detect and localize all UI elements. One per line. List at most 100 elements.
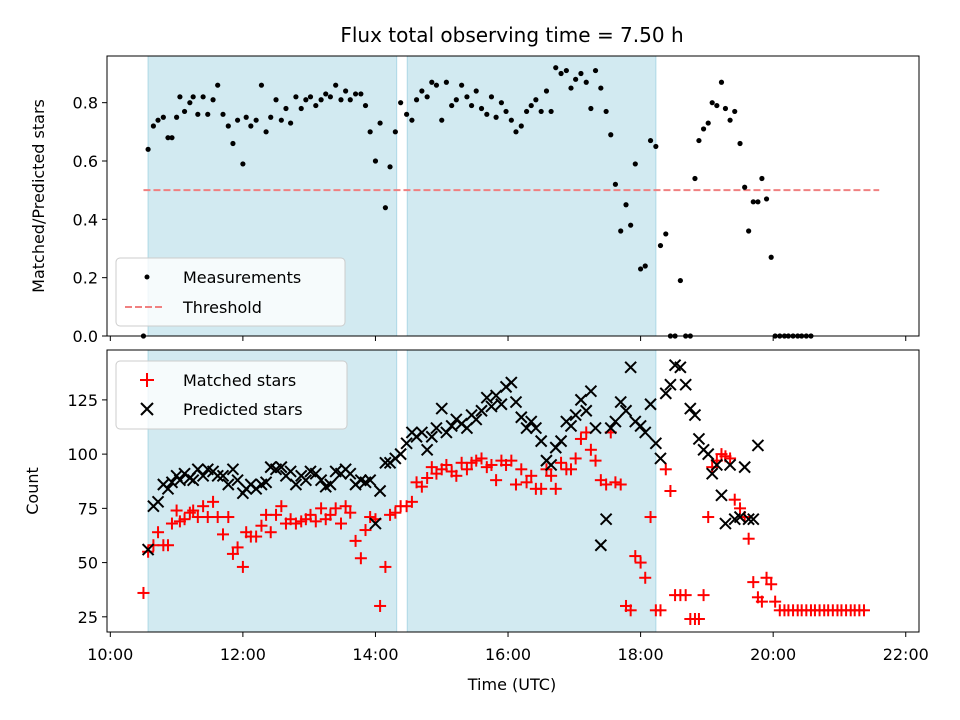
matched-star-point (664, 485, 677, 497)
measurement-point (392, 129, 398, 135)
matched-star-point (421, 471, 434, 484)
measurement-point (234, 117, 241, 123)
measurement-point (433, 82, 440, 88)
measurement-point (638, 266, 644, 272)
matched-star-point (354, 552, 367, 565)
matched-star-point (589, 454, 602, 467)
predicted-star-point (705, 467, 719, 480)
x-tick-label: 12:00 (220, 645, 266, 664)
legend-top: Measurements Threshold (115, 257, 346, 327)
matched-star-point (289, 517, 302, 530)
predicted-star-point (480, 391, 494, 404)
predicted-star-point (344, 467, 357, 480)
measurement-point (150, 123, 156, 129)
predicted-star-point (509, 395, 523, 409)
matched-star-point (236, 560, 249, 573)
measurement-point (409, 117, 415, 123)
predicted-star-point (373, 484, 387, 498)
measurement-point (387, 164, 393, 170)
measurement-point (220, 111, 226, 117)
predicted-star-point (580, 404, 593, 417)
measurement-point (258, 82, 265, 88)
measurement-point (746, 228, 752, 234)
matched-star-point (364, 511, 377, 524)
matched-star-point (217, 528, 229, 541)
matched-star-point (760, 571, 773, 584)
legend-plus-icon (140, 373, 154, 387)
predicted-star-point (692, 432, 706, 446)
legend-label-matched: Matched stars (183, 371, 296, 390)
matched-star-point (384, 508, 397, 521)
matched-star-point (747, 576, 760, 589)
legend-box-top (115, 257, 346, 327)
measurement-point (563, 67, 569, 74)
predicted-star-point (702, 447, 715, 461)
measurement-point (429, 79, 435, 85)
matched-star-point (545, 469, 558, 482)
y-tick-label: 0.4 (73, 210, 98, 229)
measurement-point (727, 117, 733, 123)
predicted-star-point (751, 439, 765, 452)
measurement-point (568, 85, 574, 91)
predicted-star-point (609, 415, 622, 428)
predicted-star-point (649, 437, 663, 450)
measurement-point (677, 277, 683, 284)
measurement-point (473, 88, 479, 94)
predicted-star-point (495, 398, 508, 411)
matched-star-point (264, 526, 277, 539)
predicted-star-point (226, 463, 240, 476)
predicted-star-point (710, 458, 724, 472)
matched-star-point (629, 550, 642, 563)
measurement-point (548, 108, 554, 115)
y-tick-label: 50 (78, 554, 98, 573)
legend-bottom: Matched stars Predicted stars (115, 360, 348, 430)
predicted-star-point (485, 400, 498, 413)
measurement-point (513, 129, 519, 135)
matched-star-point (334, 517, 347, 530)
measurement-point (700, 126, 707, 132)
predicted-star-point (186, 473, 200, 487)
matched-star-point (535, 482, 548, 495)
predicted-star-point (420, 443, 434, 456)
legend-label-threshold: Threshold (182, 298, 262, 317)
matched-star-point (654, 604, 667, 617)
measurement-point (523, 108, 530, 115)
predicted-star-point (520, 421, 533, 435)
predicted-star-point (284, 465, 297, 478)
predicted-star-point (574, 393, 588, 407)
predicted-star-point (544, 458, 558, 472)
predicted-star-point (738, 460, 751, 474)
measurement-point (225, 123, 231, 129)
measurement-point (283, 105, 289, 112)
matched-star-point (379, 560, 392, 573)
matched-star-point (765, 578, 778, 591)
predicted-star-point (525, 415, 538, 428)
predicted-star-point (400, 437, 413, 450)
measurement-point (160, 114, 166, 120)
measurement-point (273, 97, 279, 103)
predicted-star-point (394, 447, 407, 461)
measurement-point (718, 79, 725, 85)
matched-star-point (329, 502, 342, 515)
predicted-star-point (470, 413, 483, 426)
measurement-point (705, 120, 711, 126)
matched-star-point (374, 599, 387, 612)
measurement-point (419, 88, 425, 94)
matched-star-point (187, 504, 200, 517)
matched-star-point (270, 508, 283, 521)
measurement-point (404, 111, 410, 117)
matched-star-point (231, 541, 244, 554)
measurement-point (592, 67, 599, 74)
matched-star-point (137, 586, 150, 599)
measurement-point (464, 94, 470, 100)
measurement-point (709, 100, 715, 106)
matched-star-point (624, 604, 637, 617)
measurement-point (528, 102, 534, 109)
matched-star-point (697, 589, 710, 602)
y-tick-label: 125 (67, 391, 98, 410)
y-tick-label: 0.6 (73, 152, 98, 171)
predicted-star-point (679, 378, 692, 391)
y-tick-label: 0.8 (73, 94, 98, 113)
measurement-point (628, 222, 634, 228)
predicted-star-point (515, 411, 528, 424)
